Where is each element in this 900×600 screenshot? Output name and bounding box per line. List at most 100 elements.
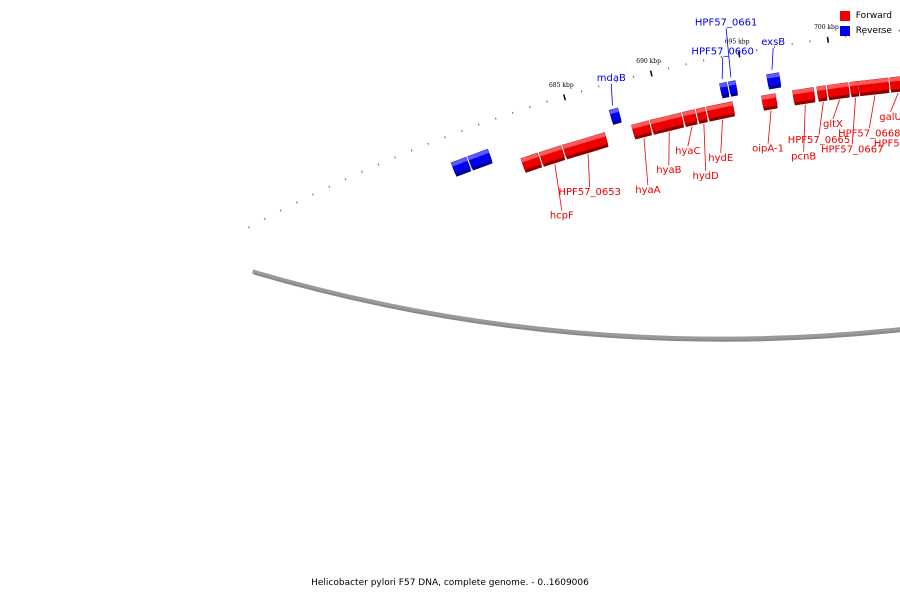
gene-features [450,72,900,177]
major-tick [826,36,830,43]
minor-tick [344,178,347,181]
gene-label[interactable]: HPF57_0668 [838,128,900,139]
gene-block-highlight [761,93,776,100]
gene-feature[interactable] [682,109,698,127]
gene-block-highlight [827,82,849,90]
gene-feature[interactable] [631,120,653,140]
gene-feature[interactable] [520,152,543,173]
gene-feature[interactable] [792,87,816,106]
gene-label[interactable]: mdaB [597,73,626,84]
gene-label[interactable]: hcpF [550,211,574,222]
scale-ticks [247,29,900,229]
gene-block-highlight [539,145,563,157]
gene-feature[interactable] [727,80,739,97]
gene-label[interactable]: hyaA [635,185,660,196]
gene-block-highlight [609,108,619,115]
gene-feature[interactable] [761,93,778,111]
minor-tick [295,201,298,204]
minor-tick [263,217,266,221]
minor-tick [478,123,480,126]
gene-feature[interactable] [649,112,685,135]
minor-tick [546,100,548,103]
scale-label: 690 kbp [636,58,661,65]
gene-leader-line [703,123,707,171]
gene-leader-line [818,102,824,136]
legend: Forward Reverse [839,8,892,38]
scale-label: 685 kbp [549,82,574,89]
minor-tick [615,80,617,83]
gene-feature[interactable] [826,82,850,101]
gene-feature[interactable] [858,77,890,97]
gene-label[interactable]: exsB [761,37,785,48]
gene-leader-line [767,110,772,144]
gene-feature[interactable] [766,72,782,90]
gene-label[interactable]: HPF57_0670 [874,139,900,150]
gene-leader-line [868,95,876,129]
gene-label[interactable]: hydD [693,171,720,182]
gene-feature[interactable] [562,132,609,160]
gene-label[interactable]: hyaB [656,165,681,176]
gene-feature[interactable] [695,106,708,124]
gene-leader-line [771,48,774,70]
gene-block-highlight [562,132,606,149]
gene-block-highlight [816,85,826,91]
genome-backbone [253,272,900,342]
gene-feature[interactable] [816,85,828,102]
major-tick [737,51,741,58]
gene-block-highlight [766,72,780,79]
gene-feature[interactable] [608,107,622,125]
gene-feature[interactable] [706,101,736,122]
gene-label[interactable]: HPF57_0653 [558,187,620,198]
legend-forward: Forward [839,8,892,23]
legend-forward-label: Forward [855,10,892,21]
gene-label[interactable]: HPF57_0661 [695,17,757,28]
gene-label[interactable]: hyaC [675,146,700,157]
gene-feature[interactable] [467,148,493,171]
gene-label[interactable]: galU [879,112,900,123]
gene-label[interactable]: HPF57_0660 [691,47,753,58]
minor-tick [427,142,430,145]
gene-leader-line [643,138,649,186]
reverse-swatch [839,25,850,36]
major-tick [649,70,653,77]
gene-label[interactable]: gltX [823,119,843,130]
gene-label[interactable]: hydE [708,153,733,164]
gene-block-highlight [849,81,858,87]
gene-label[interactable]: pcnB [791,152,816,163]
gene-leader-line [554,164,563,211]
gene-feature[interactable] [719,81,730,99]
gene-leader-line [803,104,806,152]
gene-label[interactable]: HPF57_0665 [788,135,850,146]
gene-leader-line [687,126,693,147]
gene-block-highlight [650,112,682,125]
minor-tick [580,90,583,93]
gene-feature[interactable] [849,81,860,98]
gene-feature[interactable] [538,145,566,167]
gene-feature[interactable] [889,76,900,93]
minor-tick [394,156,396,159]
gene-leader-line [610,83,613,106]
gene-block-highlight [889,76,900,82]
minor-tick [279,209,282,212]
gene-block-highlight [467,149,489,161]
gene-block-highlight [520,153,539,163]
minor-tick [377,163,380,166]
genome-backbone-shadow [252,269,900,341]
genome-caption: Helicobacter pylori F57 DNA, complete ge… [311,578,589,588]
gene-label-leaders [554,28,899,211]
gene-labels: HPF57_0687aroCrncrnhAHPF57_0682HPF57_068… [550,17,900,222]
gene-leader-line [587,153,591,188]
minor-tick [529,106,531,109]
minor-tick [598,85,600,88]
gene-block-highlight [631,120,650,129]
gene-feature[interactable] [450,156,472,177]
gene-leader-line [721,57,724,80]
gene-label[interactable]: HPF57_0667 [821,145,883,156]
gene-block-highlight [682,109,696,117]
gene-leader-line [832,99,841,120]
major-tick [562,94,567,101]
gene-leader-line [890,92,899,113]
gene-label[interactable]: oipA-1 [752,144,784,155]
